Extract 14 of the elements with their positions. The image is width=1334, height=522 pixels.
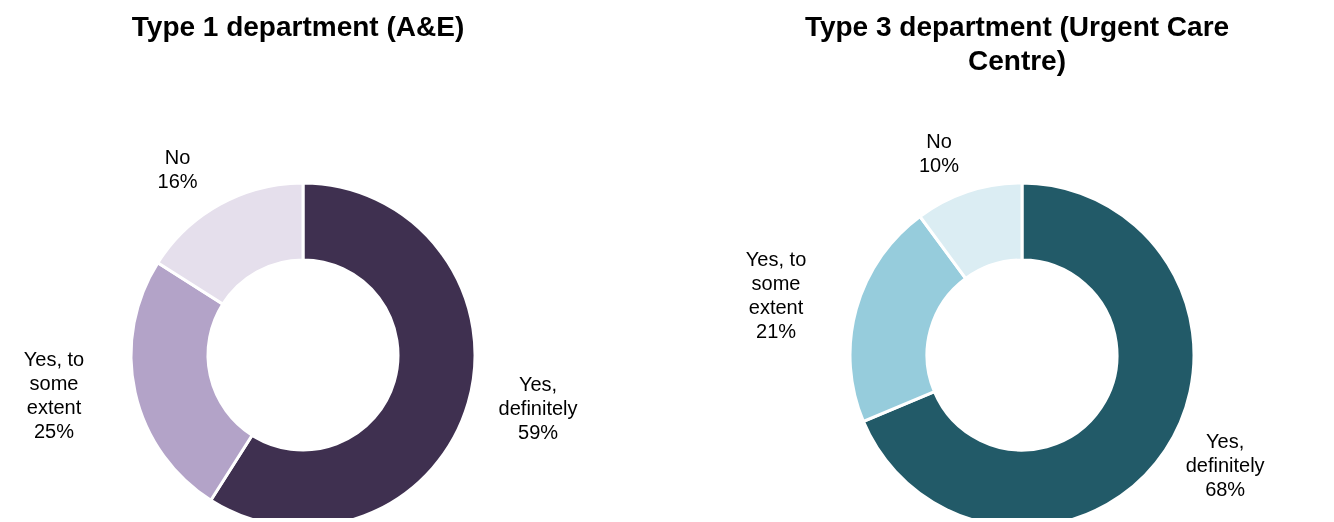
slice-label: Yes, definitely [1185,429,1265,476]
data-label: 59% [518,420,559,443]
slice-label: Yes, definitely [498,372,578,419]
data-label: 16% [157,169,198,192]
chart-title: Type 1 department (A&E) [131,10,465,44]
slice-label: No [926,130,952,153]
chart-title: Type 3 department (Urgent Care Centre) [803,10,1231,78]
slice-label: No [164,145,191,168]
slice-label: Yes, to some extent [745,247,807,318]
data-label: 25% [34,420,75,443]
slice-label: Yes, to some extent [23,348,85,419]
data-label: 68% [1205,477,1246,500]
data-label: 10% [918,154,960,177]
data-label: 21% [756,319,797,342]
